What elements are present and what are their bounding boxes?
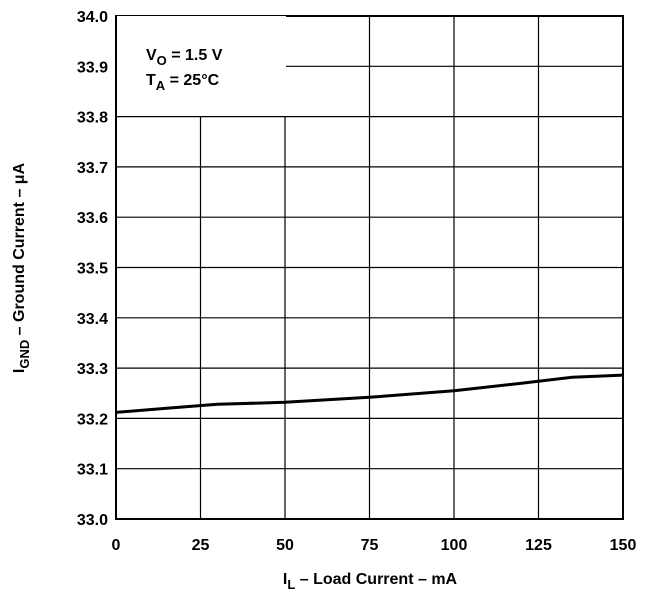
y-tick-label-7: 33.7 [77,160,108,177]
x-tick-label-1: 25 [192,537,210,554]
y-tick-label-8: 33.8 [77,110,108,127]
y-tick-label-5: 33.5 [77,261,108,278]
x-axis-label: IL – Load Current – mA [283,571,458,589]
x-tick-label-3: 75 [361,537,379,554]
x-tick-label-0: 0 [112,537,121,554]
annotation-ta: TA = 25°C [146,72,220,93]
y-tick-label-0: 33.0 [77,512,108,529]
x-tick-label-5: 125 [525,537,552,554]
y-tick-label-9: 33.9 [77,59,108,76]
y-tick-label-4: 33.4 [77,311,108,328]
y-tick-label-3: 33.3 [77,361,108,378]
annotation-box: VO = 1.5 V TA = 25°C [117,16,286,116]
x-tick-label-2: 50 [276,537,294,554]
x-tick-label-6: 150 [610,537,637,554]
y-tick-label-6: 33.6 [77,210,108,227]
series-line-ground-current [115,373,624,414]
x-tick-label-4: 100 [441,537,468,554]
annotation-background [117,16,286,116]
plot-frame [115,15,624,520]
y-tick-labels: 33.0 33.1 33.2 33.3 33.4 33.5 33.6 33.7 33.8 33.9… [77,9,108,529]
annotation-vo: VO = 1.5 V [146,47,223,68]
y-tick-label-2: 33.2 [77,411,108,428]
x-tick-labels: 0 25 50 75 100 125 150 [112,537,637,554]
y-tick-label-10: 34.0 [77,9,108,26]
y-tick-label-1: 33.1 [77,462,108,479]
y-axis-label: IGND – Ground Current – μA [11,162,32,373]
